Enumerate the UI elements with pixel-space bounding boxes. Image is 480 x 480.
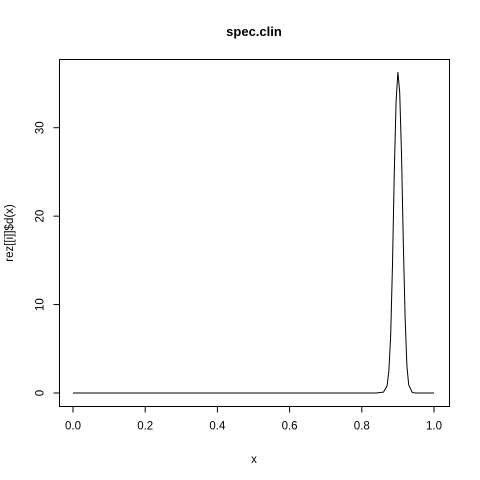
x-axis: 0.0 0.2 0.4 0.6 0.8 1.0	[65, 406, 442, 433]
y-tick-label: 10	[35, 298, 47, 311]
density-curve	[73, 71, 434, 394]
x-tick-label: 0.0	[65, 421, 81, 433]
y-tick-label: 20	[35, 210, 47, 223]
y-axis-label: rez[[i]]$d(x)	[4, 204, 16, 262]
x-axis-label: x	[251, 454, 257, 466]
x-tick-label: 0.8	[354, 421, 370, 433]
x-tick-label: 1.0	[426, 421, 442, 433]
y-axis: 0 10 20 30	[35, 121, 60, 396]
x-tick-label: 0.6	[282, 421, 298, 433]
y-tick-label: 30	[35, 121, 47, 134]
x-tick-label: 0.4	[209, 421, 226, 433]
x-tick-label: 0.2	[137, 421, 153, 433]
chart-title: spec.clin	[226, 24, 282, 39]
y-tick-label: 0	[35, 390, 47, 396]
plot-area-border	[59, 59, 450, 407]
